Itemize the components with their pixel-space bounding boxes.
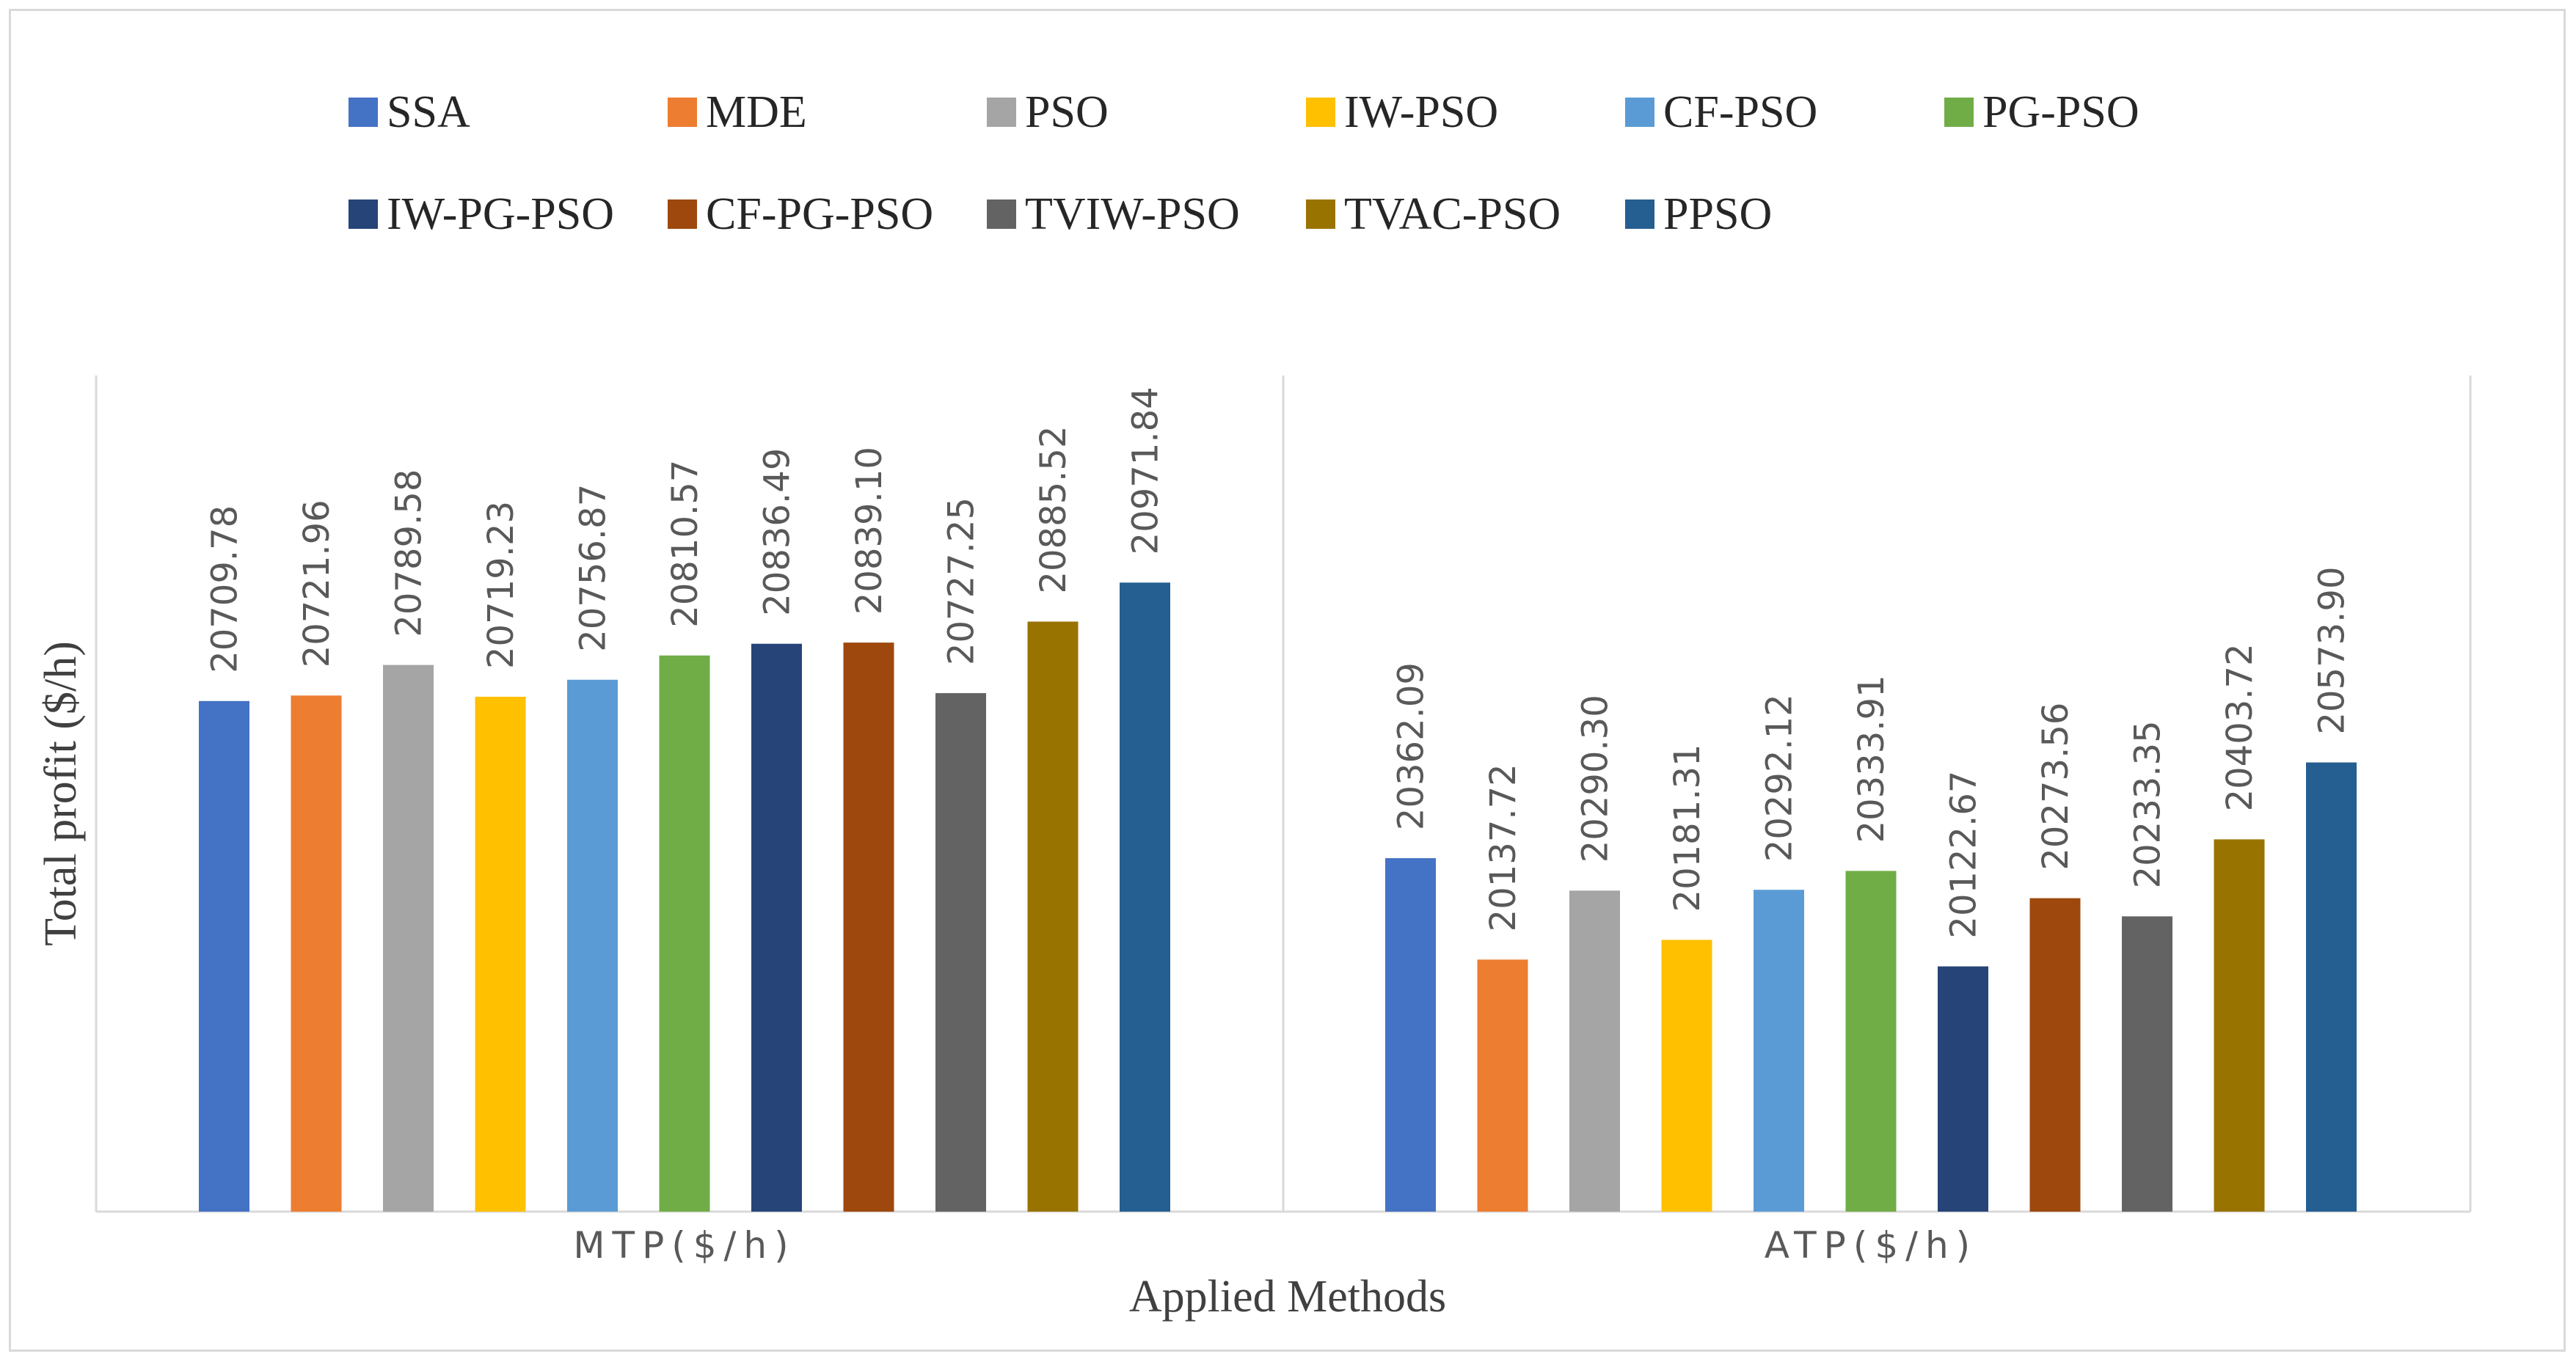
x-axis-title: Applied Methods: [1129, 1272, 1446, 1322]
legend-swatch-ssa: [349, 98, 378, 127]
data-label-pg-pso-mtp-h: 20810.57: [665, 460, 706, 628]
bar-tvac-pso-mtp-h: [1027, 621, 1079, 1212]
bars: [199, 582, 2357, 1212]
data-label-cf-pso-mtp-h: 20756.87: [573, 484, 614, 652]
data-label-cf-pg-pso-atp-h: 20273.56: [2035, 703, 2076, 871]
data-label-ssa-mtp-h: 20709.78: [205, 505, 246, 673]
legend-item-tviw-pso: TVIW-PSO: [987, 189, 1240, 239]
chart-svg: SSA MDE PSO IW-PSO CF-PSO PG-PSO IW-PG-PSO CF-P…: [36, 87, 2472, 1322]
data-label-tviw-pso-mtp-h: 20727.25: [941, 497, 982, 665]
data-label-mde-mtp-h: 20721.96: [296, 499, 337, 667]
bar-tviw-pso-mtp-h: [935, 693, 986, 1212]
bar-pg-pso-mtp-h: [659, 655, 710, 1212]
legend-label-cf-pg-pso: CF-PG-PSO: [706, 189, 933, 239]
bar-ppso-atp-h: [2306, 762, 2357, 1212]
bar-pso-mtp-h: [383, 664, 434, 1212]
legend-item-tvac-pso: TVAC-PSO: [1306, 189, 1561, 239]
category-label-atp-h: ATP($/h): [1765, 1224, 1977, 1267]
category-label-mtp-h: MTP($/h): [573, 1224, 795, 1267]
legend-label-ppso: PPSO: [1663, 189, 1772, 239]
data-label-tvac-pso-atp-h: 20403.72: [2219, 643, 2261, 811]
legend-swatch-iw-pg-pso: [349, 199, 378, 229]
legend-swatch-iw-pso: [1306, 98, 1335, 127]
legend-label-tvac-pso: TVAC-PSO: [1344, 189, 1561, 239]
legend-item-iw-pg-pso: IW-PG-PSO: [349, 189, 614, 239]
legend-label-iw-pso: IW-PSO: [1344, 87, 1498, 137]
data-label-pso-mtp-h: 20789.58: [389, 469, 430, 637]
bar-tvac-pso-atp-h: [2214, 839, 2265, 1212]
data-label-iw-pso-mtp-h: 20719.23: [481, 501, 522, 669]
legend-swatch-cf-pg-pso: [668, 199, 697, 229]
legend-item-cf-pso: CF-PSO: [1625, 87, 1817, 137]
legend-swatch-ppso: [1625, 199, 1654, 229]
bar-cf-pso-atp-h: [1754, 890, 1804, 1212]
legend-item-iw-pso: IW-PSO: [1306, 87, 1498, 137]
data-label-tvac-pso-mtp-h: 20885.52: [1033, 425, 1074, 593]
legend-item-mde: MDE: [668, 87, 807, 137]
bar-mde-mtp-h: [291, 695, 342, 1212]
category-labels: MTP($/h) ATP($/h): [573, 1224, 1977, 1267]
data-label-tviw-pso-atp-h: 20233.35: [2128, 720, 2169, 888]
data-label-ppso-mtp-h: 20971.84: [1125, 387, 1167, 554]
bar-cf-pg-pso-atp-h: [2029, 898, 2081, 1212]
legend-swatch-pso: [987, 98, 1016, 127]
legend-swatch-mde: [668, 98, 697, 127]
legend-item-pg-pso: PG-PSO: [1944, 87, 2139, 137]
data-label-pg-pso-atp-h: 20333.91: [1851, 675, 1892, 843]
legend-item-ssa: SSA: [349, 87, 470, 137]
data-label-iw-pso-atp-h: 20181.31: [1667, 744, 1708, 912]
legend-swatch-pg-pso: [1944, 98, 1974, 127]
data-label-iw-pg-pso-atp-h: 20122.67: [1944, 771, 1985, 939]
y-axis-title: Total profit ($/h): [36, 641, 86, 946]
legend-item-ppso: PPSO: [1625, 189, 1772, 239]
legend: SSA MDE PSO IW-PSO CF-PSO PG-PSO IW-PG-PSO CF-P…: [349, 87, 2139, 239]
legend-label-cf-pso: CF-PSO: [1663, 87, 1817, 137]
data-label-iw-pg-pso-mtp-h: 20836.49: [757, 448, 798, 616]
bar-mde-atp-h: [1477, 959, 1528, 1212]
legend-label-mde: MDE: [706, 87, 807, 137]
data-label-pso-atp-h: 20290.30: [1575, 695, 1616, 863]
bar-ssa-atp-h: [1385, 858, 1436, 1212]
data-label-cf-pso-atp-h: 20292.12: [1759, 694, 1800, 862]
bar-tviw-pso-atp-h: [2122, 916, 2172, 1212]
bar-ppso-mtp-h: [1120, 582, 1170, 1212]
legend-label-pg-pso: PG-PSO: [1982, 87, 2139, 137]
legend-label-iw-pg-pso: IW-PG-PSO: [387, 189, 614, 239]
bar-cf-pg-pso-mtp-h: [843, 642, 894, 1212]
data-labels: 20709.78 20362.09 20721.96 20137.72 20789.58…: [205, 387, 2353, 938]
legend-label-pso: PSO: [1025, 87, 1109, 137]
data-label-ppso-atp-h: 20573.90: [2312, 567, 2353, 735]
bar-pso-atp-h: [1569, 890, 1620, 1212]
data-label-ssa-atp-h: 20362.09: [1391, 662, 1432, 830]
legend-swatch-tvac-pso: [1306, 199, 1335, 229]
bar-iw-pg-pso-atp-h: [1938, 966, 1988, 1212]
bar-iw-pso-mtp-h: [475, 696, 526, 1212]
bar-cf-pso-mtp-h: [567, 679, 618, 1212]
legend-label-ssa: SSA: [387, 87, 470, 137]
legend-item-pso: PSO: [987, 87, 1109, 137]
axes: [95, 376, 2472, 1213]
data-label-mde-atp-h: 20137.72: [1483, 764, 1524, 931]
bar-iw-pg-pso-mtp-h: [751, 643, 802, 1212]
legend-label-tviw-pso: TVIW-PSO: [1025, 189, 1240, 239]
bar-pg-pso-atp-h: [1845, 871, 1897, 1212]
bar-ssa-mtp-h: [199, 700, 249, 1212]
legend-item-cf-pg-pso: CF-PG-PSO: [668, 189, 933, 239]
legend-swatch-tviw-pso: [987, 199, 1016, 229]
chart-frame: SSA MDE PSO IW-PSO CF-PSO PG-PSO IW-PG-PSO CF-P…: [9, 9, 2566, 1352]
legend-swatch-cf-pso: [1625, 98, 1654, 127]
data-label-cf-pg-pso-mtp-h: 20839.10: [849, 447, 890, 615]
bar-iw-pso-atp-h: [1661, 940, 1712, 1212]
